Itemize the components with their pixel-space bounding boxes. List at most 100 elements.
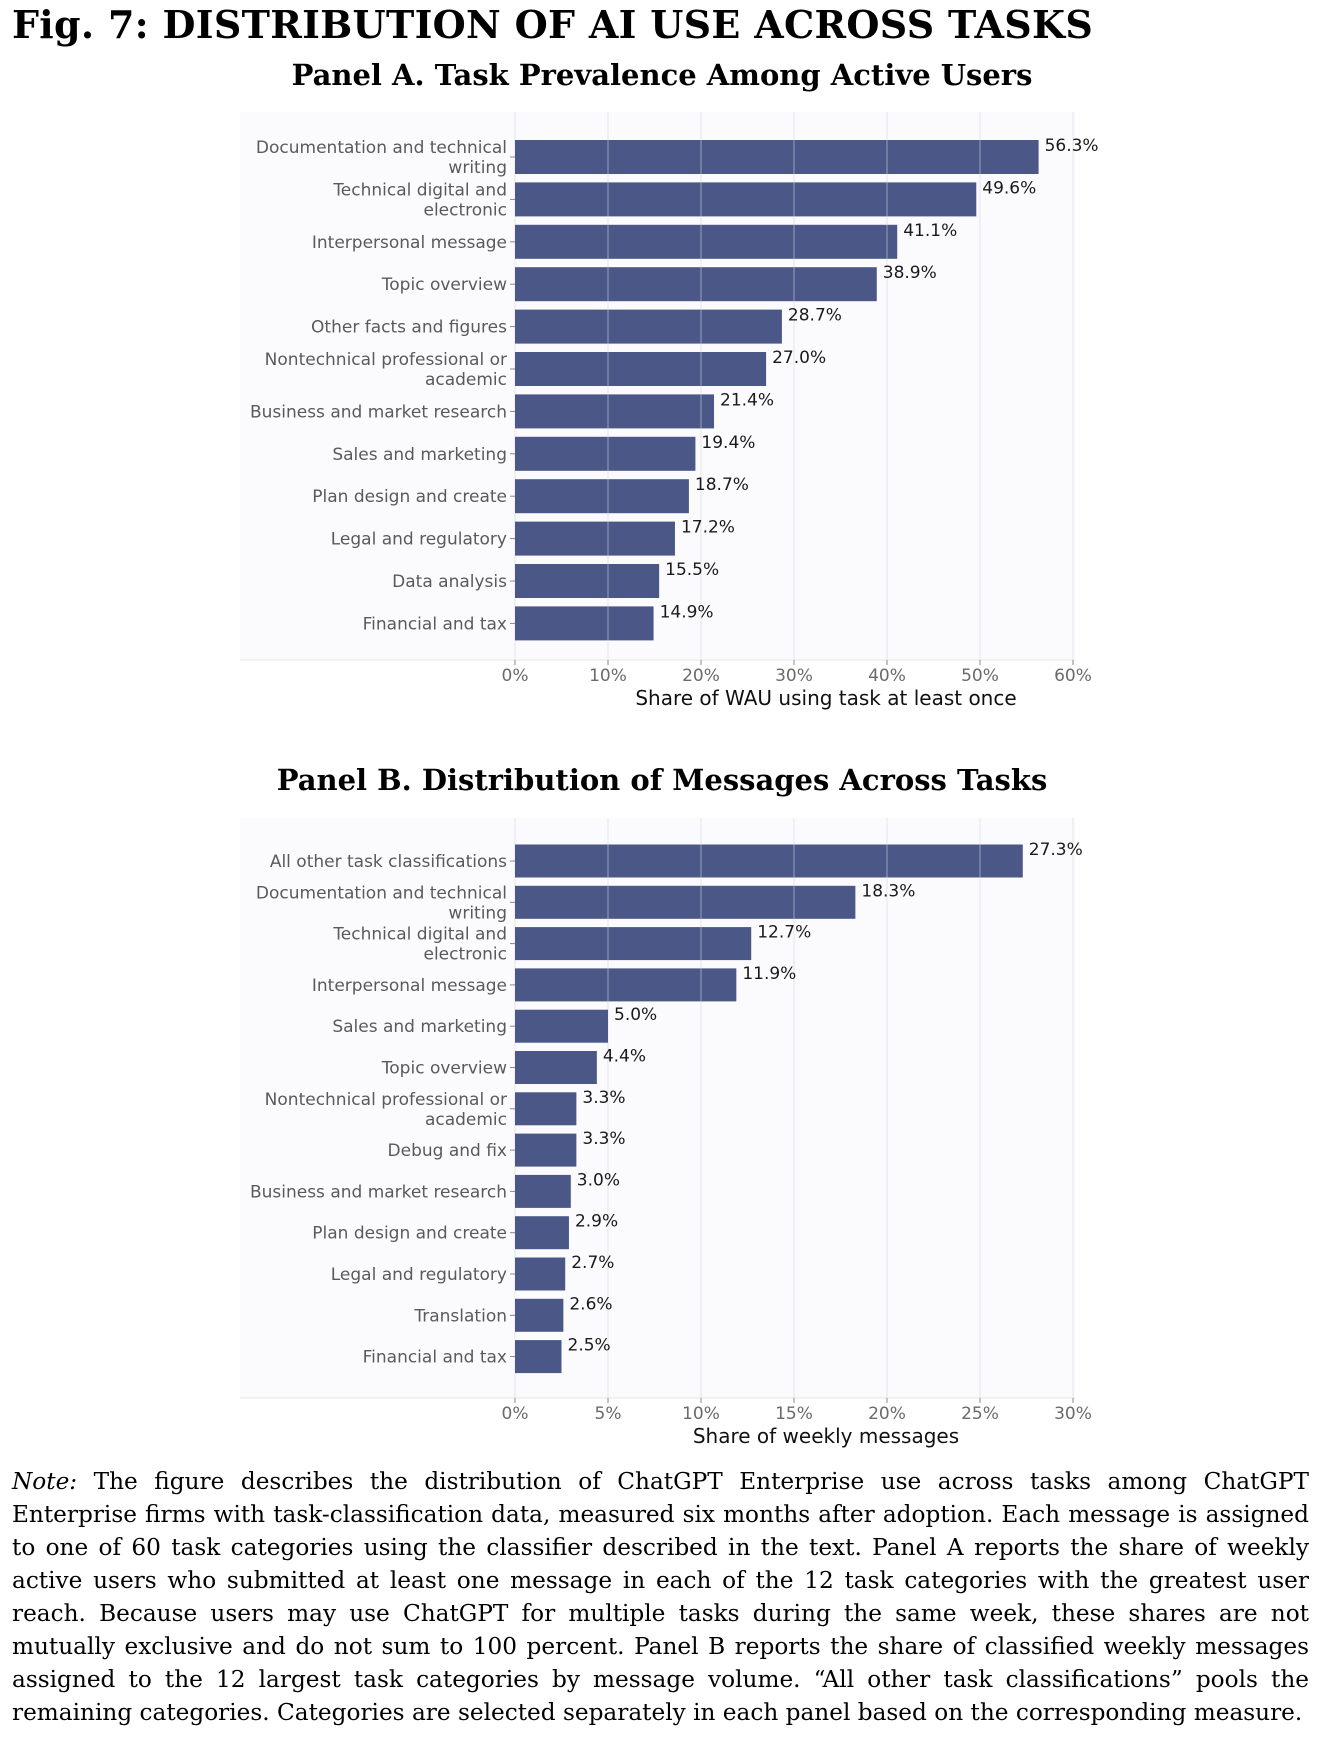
panel-b-title: Panel B. Distribution of Messages Across…	[276, 763, 1048, 797]
category-label: Topic overview	[381, 1059, 507, 1079]
bar-value-label: 11.9%	[742, 964, 796, 984]
bar	[515, 1009, 608, 1043]
category-label: Business and market research	[250, 402, 507, 422]
category-label: Sales and marketing	[332, 445, 507, 465]
x-tick-label: 0%	[502, 666, 529, 686]
bar	[515, 844, 1023, 878]
x-axis-title: Share of WAU using task at least once	[635, 686, 1016, 710]
x-tick-label: 40%	[868, 666, 906, 686]
category-label: Technical digital and	[332, 180, 507, 200]
bar-value-label: 41.1%	[903, 221, 957, 241]
category-label: Data analysis	[392, 572, 507, 592]
bar-value-label: 2.9%	[575, 1212, 618, 1232]
x-tick-label: 30%	[775, 666, 813, 686]
bar	[515, 1340, 562, 1374]
x-tick-label: 0%	[502, 1404, 529, 1424]
bar-value-label: 4.4%	[603, 1047, 646, 1067]
bar	[515, 224, 898, 259]
category-label: Documentation and technical	[256, 138, 507, 158]
bar-value-label: 2.6%	[569, 1294, 612, 1314]
bar	[515, 1051, 597, 1084]
x-tick-label: 60%	[1054, 666, 1092, 686]
note-text: The figure describes the distribution of…	[12, 1468, 1309, 1726]
bar	[515, 1174, 571, 1208]
x-tick-label: 10%	[589, 666, 627, 686]
category-label: Interpersonal message	[312, 233, 507, 253]
x-tick-label: 30%	[1054, 1404, 1092, 1424]
bar	[515, 140, 1039, 174]
x-tick-label: 5%	[595, 1404, 622, 1424]
category-label: academic	[425, 370, 507, 390]
bar-value-label: 3.3%	[582, 1129, 625, 1149]
bar	[515, 968, 737, 1002]
category-label: Legal and regulatory	[331, 1265, 507, 1285]
bar-value-label: 17.2%	[681, 518, 735, 538]
category-label: electronic	[423, 945, 507, 965]
bar	[515, 927, 752, 961]
category-label: writing	[448, 158, 507, 178]
bar	[515, 352, 767, 386]
bar-value-label: 3.3%	[582, 1088, 625, 1108]
category-label: Business and market research	[250, 1182, 507, 1202]
category-label: Documentation and technical	[256, 883, 507, 903]
note-lead: Note:	[12, 1468, 78, 1495]
bar	[515, 309, 782, 344]
category-label: writing	[448, 903, 507, 923]
bar	[515, 521, 675, 556]
bar	[515, 1092, 577, 1126]
bar-value-label: 3.0%	[577, 1170, 620, 1190]
panel-b-bar-chart: 27.3% All other task classifications 18.3%…	[240, 818, 1092, 1448]
bar	[515, 564, 660, 598]
category-label: Sales and marketing	[332, 1017, 507, 1037]
category-label: Nontechnical professional or	[265, 1090, 507, 1110]
x-tick-label: 15%	[775, 1404, 813, 1424]
x-tick-label: 20%	[682, 666, 720, 686]
bar	[515, 885, 856, 919]
bar	[515, 606, 654, 641]
category-label: Topic overview	[381, 275, 507, 295]
bar	[515, 394, 715, 429]
panel-a-title: Panel A. Task Prevalence Among Active Us…	[291, 58, 1033, 92]
category-label: electronic	[423, 200, 507, 220]
category-label: Translation	[413, 1306, 507, 1326]
bar	[515, 1298, 564, 1332]
category-label: academic	[425, 1110, 507, 1130]
category-label: Interpersonal message	[312, 976, 507, 996]
category-label: Technical digital and	[332, 925, 507, 945]
bar-value-label: 27.3%	[1029, 840, 1083, 860]
bar-value-label: 28.7%	[788, 306, 842, 326]
category-label: Financial and tax	[363, 614, 507, 634]
bar-value-label: 18.7%	[695, 475, 749, 495]
bar-value-label: 38.9%	[883, 263, 937, 283]
x-tick-label: 50%	[961, 666, 999, 686]
category-label: Debug and fix	[388, 1141, 507, 1161]
bar-value-label: 2.7%	[571, 1253, 614, 1273]
category-label: Nontechnical professional or	[265, 350, 507, 370]
category-label: All other task classifications	[270, 852, 507, 872]
x-tick-label: 20%	[868, 1404, 906, 1424]
bar	[515, 1257, 566, 1291]
bar	[515, 436, 696, 471]
bar	[515, 479, 689, 514]
bar-value-label: 15.5%	[665, 560, 719, 580]
bar-value-label: 27.0%	[772, 348, 826, 368]
bar-value-label: 49.6%	[982, 178, 1036, 198]
category-label: Plan design and create	[312, 1224, 507, 1244]
bar	[515, 1216, 569, 1250]
bar	[515, 182, 977, 217]
x-tick-label: 10%	[682, 1404, 720, 1424]
figure-note: Note: The figure describes the distribut…	[12, 1465, 1309, 1729]
bar-value-label: 5.0%	[614, 1005, 657, 1025]
bar-value-label: 19.4%	[701, 433, 755, 453]
bar	[515, 1133, 577, 1167]
bar	[515, 267, 877, 302]
bar-value-label: 18.3%	[861, 881, 915, 901]
figure-title: Fig. 7: DISTRIBUTION OF AI USE ACROSS TA…	[12, 2, 1094, 47]
bar-value-label: 14.9%	[660, 602, 714, 622]
x-tick-label: 25%	[961, 1404, 999, 1424]
category-label: Financial and tax	[363, 1348, 507, 1368]
bar-value-label: 12.7%	[757, 923, 811, 943]
bar-value-label: 56.3%	[1045, 136, 1099, 156]
category-label: Legal and regulatory	[331, 530, 507, 550]
